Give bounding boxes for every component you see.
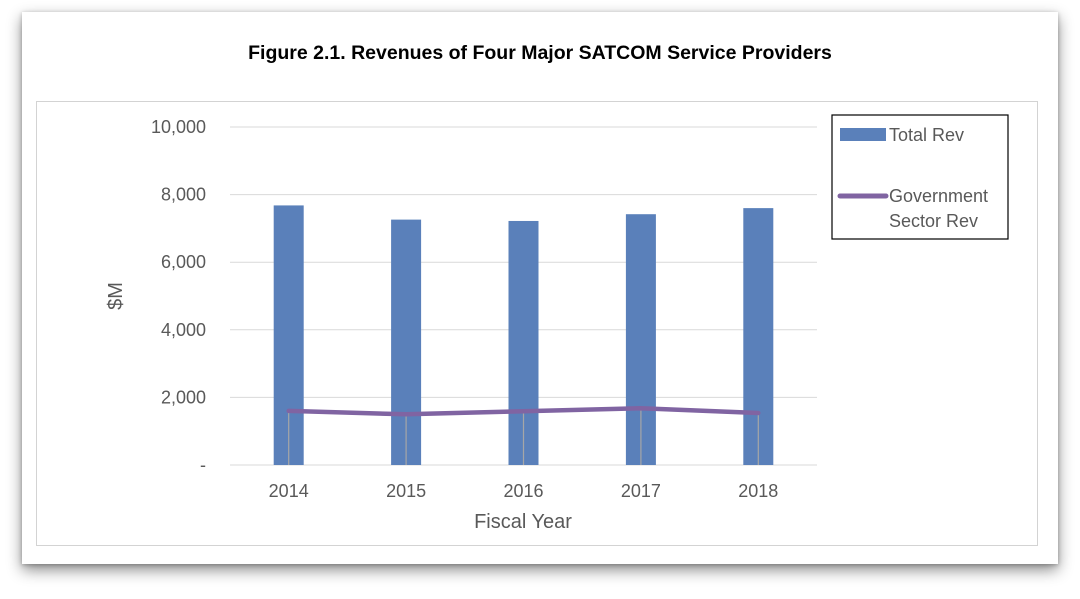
legend-total-rev: Total Rev xyxy=(889,125,964,145)
x-tick-label: 2014 xyxy=(269,481,309,501)
x-tick-label: 2017 xyxy=(621,481,661,501)
x-tick-label: 2018 xyxy=(738,481,778,501)
line-series xyxy=(286,405,761,417)
legend-government-line1: Government xyxy=(889,186,988,206)
chart-area xyxy=(36,101,1038,546)
figure-frame: Figure 2.1. Revenues of Four Major SATCO… xyxy=(22,12,1058,564)
y-tick-label: 6,000 xyxy=(161,252,206,272)
y-tick-labels: - 2,000 4,000 6,000 8,000 10,000 xyxy=(151,117,206,475)
figure-title: Figure 2.1. Revenues of Four Major SATCO… xyxy=(248,42,832,64)
legend: Total Rev Government Sector Rev xyxy=(831,114,1009,240)
y-tick-label: 4,000 xyxy=(161,320,206,340)
y-tick-label: 8,000 xyxy=(161,185,206,205)
x-tick-labels: 2014 2015 2016 2017 2018 xyxy=(269,481,779,501)
y-axis-label: $M xyxy=(105,282,127,310)
y-tick-label: - xyxy=(200,455,206,475)
x-tick-label: 2015 xyxy=(386,481,426,501)
x-axis-label: Fiscal Year xyxy=(474,511,572,533)
y-tick-label: 10,000 xyxy=(151,117,206,137)
drop-lines xyxy=(288,408,759,465)
y-tick-label: 2,000 xyxy=(161,387,206,407)
legend-bar-swatch xyxy=(840,128,886,141)
legend-government-line2: Sector Rev xyxy=(889,211,978,231)
x-tick-label: 2016 xyxy=(503,481,543,501)
